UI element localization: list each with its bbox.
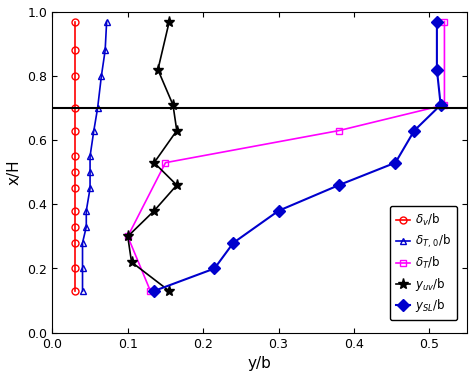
X-axis label: y/b: y/b (248, 356, 272, 371)
Line: $\delta_v$/b: $\delta_v$/b (72, 18, 79, 294)
$y_{uv}$/b (125, 234, 131, 239)
$\delta_v$/b (72, 209, 78, 213)
Line: $\delta_{T,\,0}$/b: $\delta_{T,\,0}$/b (79, 18, 110, 294)
$y_{SL}$/b (434, 19, 440, 24)
$y_{uv}$/b (166, 19, 172, 24)
$\delta_v$/b (72, 170, 78, 175)
$y_{SL}$/b (411, 129, 417, 133)
$y_{uv}$/b (128, 260, 134, 264)
$\delta_T$/b (147, 289, 153, 293)
Line: $y_{SL}$/b: $y_{SL}$/b (150, 17, 445, 295)
Legend: $\delta_v$/b, $\delta_{T,\,0}$/b, $\delta_T$/b, $y_{uv}$/b, $y_{SL}$/b: $\delta_v$/b, $\delta_{T,\,0}$/b, $\delt… (390, 206, 457, 320)
$\delta_v$/b (72, 186, 78, 191)
$\delta_{T,\,0}$/b (87, 186, 93, 191)
$\delta_T$/b (163, 160, 168, 165)
$\delta_T$/b (336, 129, 342, 133)
$\delta_T$/b (442, 103, 447, 107)
$\delta_T$/b (442, 19, 447, 24)
$\delta_{T,\,0}$/b (95, 106, 100, 110)
$\delta_v$/b (72, 129, 78, 133)
$y_{uv}$/b (151, 160, 157, 165)
$\delta_{T,\,0}$/b (102, 48, 108, 53)
Line: $\delta_T$/b: $\delta_T$/b (124, 18, 448, 294)
$\delta_v$/b (72, 106, 78, 110)
$\delta_{T,\,0}$/b (91, 129, 97, 133)
$\delta_{T,\,0}$/b (104, 19, 109, 24)
$y_{uv}$/b (170, 103, 176, 107)
$y_{uv}$/b (151, 209, 157, 213)
$\delta_{T,\,0}$/b (99, 74, 104, 78)
$\delta_{T,\,0}$/b (83, 225, 89, 229)
$\delta_{T,\,0}$/b (80, 266, 85, 271)
Line: $y_{uv}$/b: $y_{uv}$/b (122, 16, 182, 296)
$y_{uv}$/b (174, 129, 180, 133)
$y_{SL}$/b (434, 67, 440, 72)
$\delta_v$/b (72, 266, 78, 271)
$\delta_v$/b (72, 289, 78, 293)
$\delta_{T,\,0}$/b (80, 240, 85, 245)
$y_{uv}$/b (155, 67, 161, 72)
$\delta_v$/b (72, 74, 78, 78)
$y_{SL}$/b (336, 183, 342, 187)
$\delta_v$/b (72, 19, 78, 24)
$y_{SL}$/b (211, 266, 217, 271)
$\delta_{T,\,0}$/b (80, 289, 85, 293)
Y-axis label: x/H: x/H (7, 160, 22, 185)
$\delta_{T,\,0}$/b (83, 209, 89, 213)
$y_{SL}$/b (151, 289, 157, 293)
$\delta_v$/b (72, 48, 78, 53)
$\delta_v$/b (72, 154, 78, 158)
$y_{SL}$/b (230, 240, 236, 245)
$\delta_v$/b (72, 240, 78, 245)
$y_{uv}$/b (166, 289, 172, 293)
$\delta_v$/b (72, 225, 78, 229)
$\delta_{T,\,0}$/b (87, 170, 93, 175)
$y_{SL}$/b (276, 209, 282, 213)
$\delta_{T,\,0}$/b (87, 154, 93, 158)
$y_{SL}$/b (392, 160, 398, 165)
$\delta_T$/b (125, 234, 131, 239)
$y_{SL}$/b (438, 103, 444, 107)
$y_{uv}$/b (174, 183, 180, 187)
